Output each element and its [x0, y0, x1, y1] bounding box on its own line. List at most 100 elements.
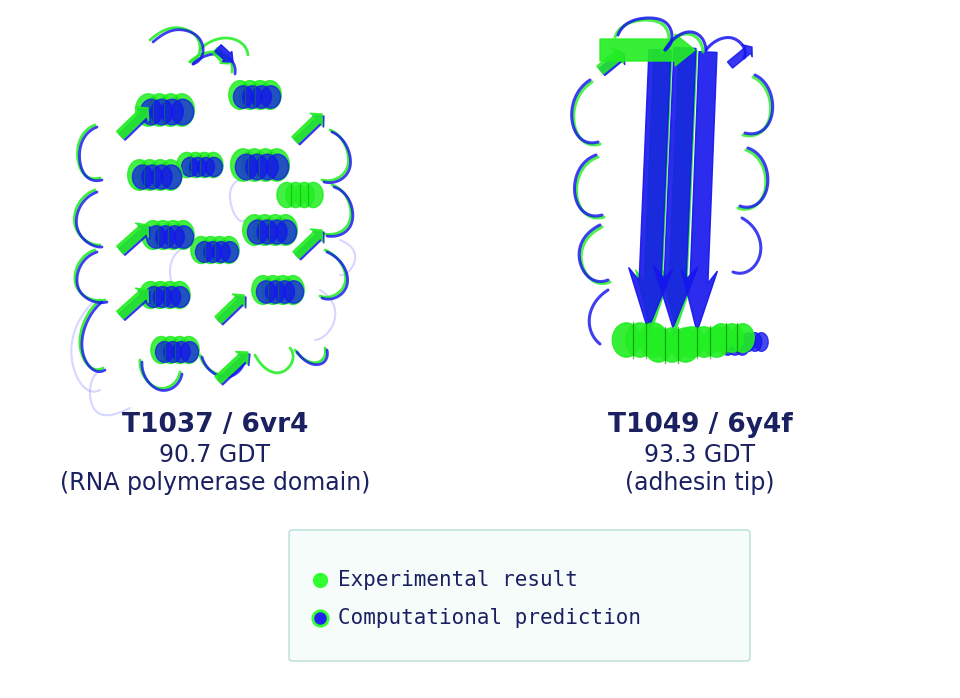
- Ellipse shape: [158, 94, 183, 126]
- Ellipse shape: [639, 323, 668, 357]
- FancyArrow shape: [215, 352, 248, 383]
- Text: T1049 / 6y4f: T1049 / 6y4f: [608, 412, 792, 438]
- Ellipse shape: [690, 327, 717, 357]
- Ellipse shape: [150, 281, 171, 309]
- FancyArrow shape: [597, 48, 623, 74]
- FancyArrow shape: [116, 107, 149, 139]
- Ellipse shape: [142, 165, 162, 189]
- FancyArrow shape: [660, 50, 697, 330]
- Ellipse shape: [196, 242, 213, 262]
- Ellipse shape: [720, 335, 735, 355]
- Ellipse shape: [161, 221, 184, 249]
- Ellipse shape: [174, 225, 194, 248]
- FancyArrow shape: [636, 52, 672, 332]
- FancyArrow shape: [600, 34, 695, 66]
- Ellipse shape: [138, 160, 161, 191]
- Ellipse shape: [172, 341, 190, 362]
- Ellipse shape: [179, 336, 199, 364]
- Ellipse shape: [276, 182, 297, 207]
- Ellipse shape: [156, 341, 174, 362]
- Ellipse shape: [221, 242, 238, 262]
- Ellipse shape: [140, 99, 162, 125]
- Ellipse shape: [144, 287, 163, 307]
- Ellipse shape: [264, 149, 289, 181]
- Ellipse shape: [195, 152, 214, 177]
- Ellipse shape: [243, 86, 262, 108]
- Ellipse shape: [721, 324, 743, 352]
- Ellipse shape: [263, 215, 287, 245]
- Ellipse shape: [156, 225, 175, 248]
- Ellipse shape: [212, 242, 230, 262]
- Text: Experimental result: Experimental result: [338, 570, 578, 590]
- Ellipse shape: [709, 324, 732, 352]
- Ellipse shape: [147, 94, 172, 126]
- Text: (adhesin tip): (adhesin tip): [625, 471, 775, 495]
- Ellipse shape: [161, 99, 183, 125]
- FancyArrow shape: [212, 47, 229, 64]
- Ellipse shape: [275, 281, 295, 303]
- Ellipse shape: [165, 225, 184, 248]
- Ellipse shape: [755, 333, 768, 351]
- Ellipse shape: [204, 152, 223, 177]
- Ellipse shape: [191, 237, 211, 264]
- Ellipse shape: [171, 287, 189, 307]
- Ellipse shape: [286, 182, 305, 207]
- Text: 90.7 GDT: 90.7 GDT: [159, 443, 271, 467]
- Ellipse shape: [230, 149, 255, 181]
- Ellipse shape: [272, 276, 295, 304]
- Text: (RNA polymerase domain): (RNA polymerase domain): [60, 471, 371, 495]
- Ellipse shape: [267, 154, 289, 180]
- FancyArrow shape: [293, 229, 323, 258]
- Ellipse shape: [140, 281, 161, 309]
- Ellipse shape: [748, 333, 762, 351]
- Ellipse shape: [734, 335, 750, 355]
- Ellipse shape: [295, 182, 314, 207]
- Ellipse shape: [728, 335, 743, 355]
- Ellipse shape: [209, 237, 230, 264]
- Ellipse shape: [253, 149, 278, 181]
- Ellipse shape: [256, 281, 276, 303]
- FancyArrow shape: [117, 288, 149, 319]
- Ellipse shape: [162, 287, 180, 307]
- FancyArrow shape: [296, 232, 324, 260]
- FancyArrow shape: [119, 110, 150, 140]
- Ellipse shape: [172, 221, 194, 249]
- FancyArrow shape: [217, 297, 246, 325]
- Ellipse shape: [281, 276, 304, 304]
- FancyArrow shape: [119, 291, 150, 320]
- Ellipse shape: [257, 220, 277, 244]
- Ellipse shape: [164, 341, 181, 362]
- Ellipse shape: [704, 327, 730, 357]
- FancyArrow shape: [217, 354, 250, 385]
- Ellipse shape: [266, 281, 285, 303]
- Ellipse shape: [626, 323, 655, 357]
- Ellipse shape: [267, 220, 287, 244]
- Ellipse shape: [274, 215, 298, 245]
- Ellipse shape: [169, 336, 190, 364]
- Ellipse shape: [151, 336, 172, 364]
- FancyArrow shape: [682, 52, 717, 332]
- Ellipse shape: [242, 149, 267, 181]
- Ellipse shape: [252, 86, 272, 108]
- Ellipse shape: [259, 80, 281, 110]
- Ellipse shape: [233, 86, 253, 108]
- Ellipse shape: [742, 333, 756, 351]
- Ellipse shape: [243, 215, 266, 245]
- Ellipse shape: [261, 86, 280, 108]
- Ellipse shape: [177, 152, 197, 177]
- Ellipse shape: [152, 221, 175, 249]
- FancyArrow shape: [117, 223, 149, 254]
- Ellipse shape: [198, 158, 214, 177]
- Ellipse shape: [249, 80, 272, 110]
- Ellipse shape: [181, 158, 199, 177]
- Ellipse shape: [128, 160, 151, 191]
- Ellipse shape: [262, 276, 284, 304]
- Ellipse shape: [671, 328, 700, 362]
- FancyArrow shape: [728, 45, 753, 68]
- Ellipse shape: [152, 165, 172, 189]
- Ellipse shape: [732, 324, 755, 352]
- Ellipse shape: [151, 99, 173, 125]
- FancyArrow shape: [119, 225, 150, 255]
- FancyArrow shape: [654, 47, 698, 328]
- Ellipse shape: [204, 242, 222, 262]
